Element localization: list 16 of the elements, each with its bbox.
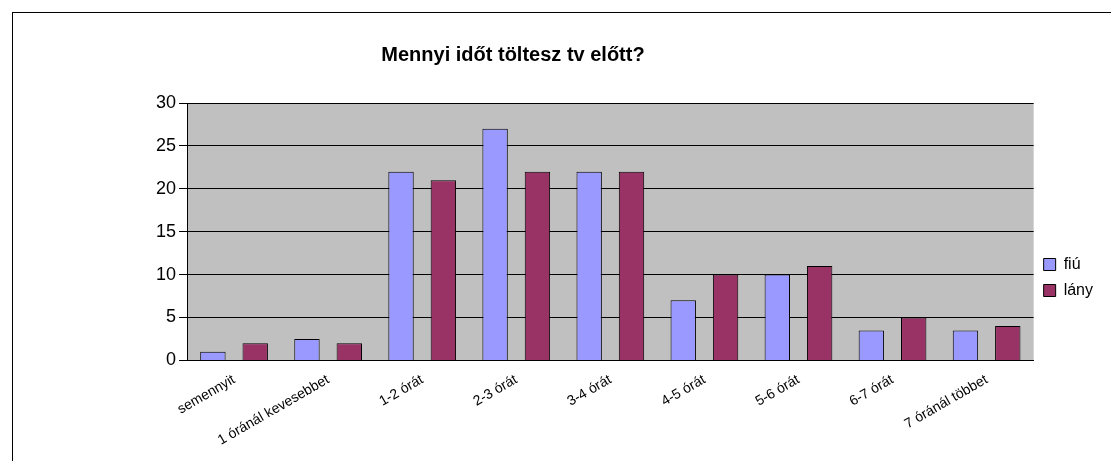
y-tick-label: 5 bbox=[166, 306, 177, 327]
x-tick-label: 3-4 órát bbox=[564, 370, 614, 409]
legend-label: lány bbox=[1063, 280, 1094, 298]
y-tick-label: 10 bbox=[155, 263, 177, 284]
x-tick-label: 6-7 órát bbox=[846, 370, 897, 409]
y-tick-label: 30 bbox=[155, 91, 177, 112]
x-tick-label: 1-2 órát bbox=[375, 370, 426, 409]
legend-label: fiú bbox=[1063, 254, 1081, 272]
x-tick-label: 5-6 órát bbox=[752, 370, 802, 409]
y-tick-label: 20 bbox=[155, 177, 177, 198]
y-tick-label: 0 bbox=[166, 349, 177, 370]
chart-title: Mennyi időt töltesz tv előtt? bbox=[380, 43, 646, 66]
x-tick-label: 2-3 órát bbox=[469, 370, 520, 409]
y-tick-label: 25 bbox=[155, 134, 177, 155]
x-tick-label: 4-5 órát bbox=[658, 370, 708, 409]
y-tick-label: 15 bbox=[155, 220, 177, 241]
